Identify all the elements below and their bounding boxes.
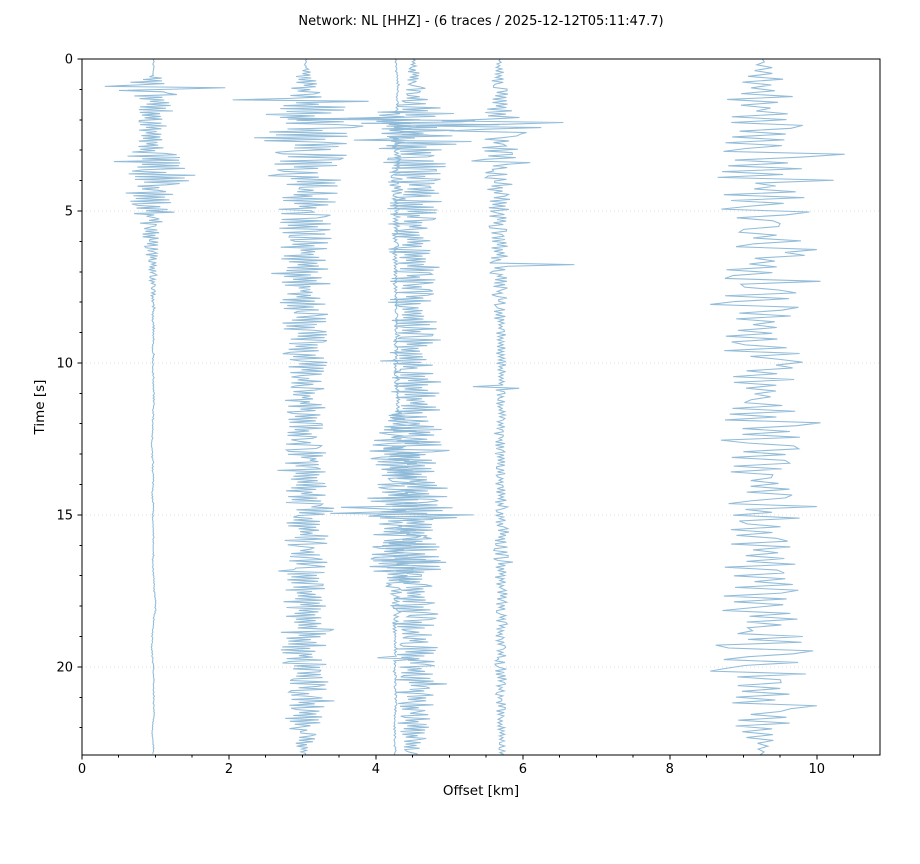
x-tick-label-2: 2 <box>225 762 233 777</box>
plot-title: Network: NL [HHZ] - (6 traces / 2025-12-… <box>298 14 663 29</box>
seismic-traces <box>104 59 845 755</box>
seismic-trace-2-offset-3.05km <box>232 59 369 755</box>
seismic-trace-4-offset-4.52km <box>287 59 500 755</box>
plot-area <box>82 59 880 755</box>
seismic-trace-3-offset-4.27km <box>330 59 474 755</box>
x-tick-label-10: 10 <box>809 762 826 777</box>
y-tick-label-15: 15 <box>56 508 73 523</box>
x-tick-label-4: 4 <box>372 762 380 777</box>
y-tick-label-0: 0 <box>65 53 73 68</box>
seismic-trace-1-offset-0.97km <box>104 59 226 754</box>
x-axis-label: Offset [km] <box>443 783 519 799</box>
x-tick-label-8: 8 <box>666 762 674 777</box>
gridlines <box>82 210 880 668</box>
y-axis-label: Time [s] <box>32 380 48 436</box>
y-tick-label-10: 10 <box>56 356 73 371</box>
seismic-trace-6-offset-9.27km <box>710 59 845 755</box>
plot-border <box>81 58 881 756</box>
y-tick-label-20: 20 <box>56 660 73 675</box>
x-tick-label-6: 6 <box>519 762 527 777</box>
tick-labels: 0 2 4 6 8 10 0 5 10 15 20 <box>56 53 825 778</box>
y-tick-label-5: 5 <box>65 205 73 220</box>
seismic-trace-5-offset-5.69km <box>416 59 575 755</box>
axis-ticks <box>77 58 854 760</box>
x-tick-label-0: 0 <box>78 762 86 777</box>
